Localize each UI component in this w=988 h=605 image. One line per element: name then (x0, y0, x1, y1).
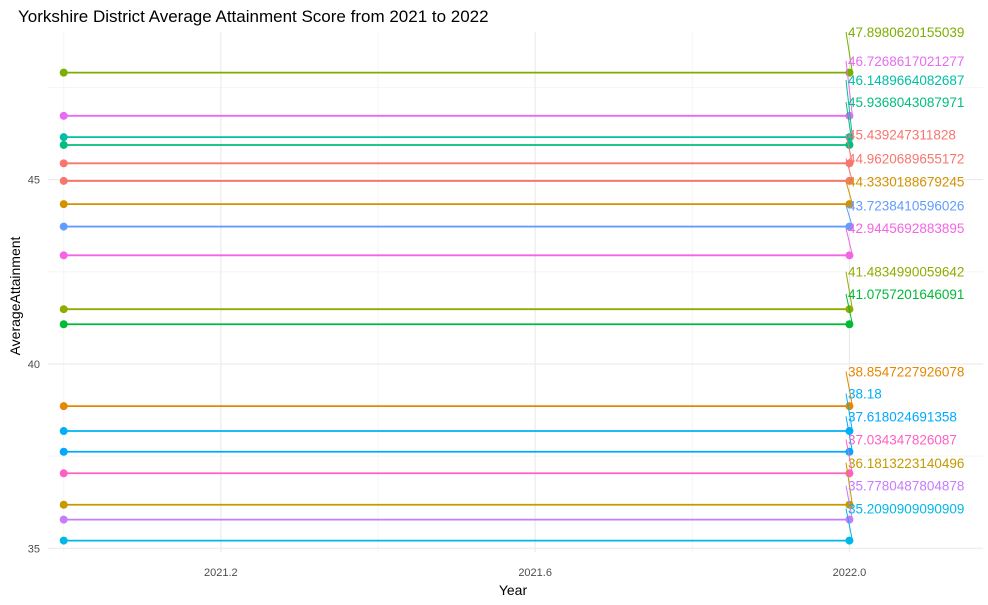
x-axis-ticks: 2021.2 2021.6 2022.0 (204, 567, 866, 579)
value-label: 41.0757201646091 (848, 287, 964, 302)
data-point (59, 320, 68, 329)
data-point (59, 427, 68, 436)
series-layer (59, 68, 854, 545)
data-point (59, 133, 68, 142)
data-point (59, 402, 68, 411)
data-point (845, 536, 854, 545)
data-point (59, 159, 68, 168)
label-connector (845, 393, 853, 432)
label-connector (845, 462, 853, 505)
value-label: 45.439247311828 (848, 128, 956, 143)
y-tick-label: 35 (28, 543, 40, 555)
value-label: 43.7238410596026 (848, 198, 964, 213)
y-axis-title: AverageAttainment (7, 236, 23, 355)
label-connector (845, 485, 853, 520)
x-tick-label: 2021.2 (204, 567, 238, 579)
data-point (59, 140, 68, 149)
value-label: 36.1813223140496 (848, 456, 964, 471)
value-label: 47.8980620155039 (848, 25, 964, 40)
value-label: 44.9620689655172 (848, 151, 964, 166)
data-point (845, 159, 854, 168)
data-point (59, 200, 68, 209)
data-point (59, 500, 68, 509)
label-connector (845, 158, 853, 182)
label-connector (845, 205, 853, 227)
x-tick-label: 2021.6 (518, 567, 552, 579)
data-point (59, 251, 68, 260)
value-label: 45.9368043087971 (848, 95, 964, 110)
data-point (59, 222, 68, 231)
label-connector (845, 228, 853, 256)
data-point (59, 68, 68, 77)
value-label: 35.7780487804878 (848, 479, 964, 494)
label-connector (845, 508, 853, 541)
value-label: 37.618024691358 (848, 409, 957, 424)
label-connector (845, 371, 853, 407)
label-connector (845, 416, 853, 452)
data-point (59, 305, 68, 314)
value-labels: 47.8980620155039 46.7268617021277 46.14896… (845, 25, 964, 541)
y-axis-ticks: 35 40 45 (28, 175, 40, 556)
data-point (59, 536, 68, 545)
label-connector (845, 181, 853, 205)
y-tick-label: 45 (28, 175, 40, 187)
label-connector (845, 31, 853, 73)
value-label: 46.1489664082687 (848, 73, 964, 88)
y-tick-label: 40 (28, 359, 40, 371)
data-point (845, 447, 854, 456)
label-connector (845, 101, 853, 146)
value-label: 38.8547227926078 (848, 364, 964, 379)
value-label: 38.18 (848, 386, 882, 401)
value-label: 37.034347826087 (848, 433, 957, 448)
data-point (59, 111, 68, 120)
label-connector (845, 60, 853, 116)
label-connector (845, 439, 853, 474)
x-tick-label: 2022.0 (833, 567, 867, 579)
value-label: 46.7268617021277 (848, 54, 964, 69)
data-point (845, 427, 854, 436)
data-point (59, 469, 68, 478)
data-point (845, 251, 854, 260)
chart-title: Yorkshire District Average Attainment Sc… (18, 7, 489, 26)
data-point (59, 515, 68, 524)
data-point (845, 320, 854, 329)
x-axis-title: Year (499, 582, 528, 598)
value-label: 42.9445692883895 (848, 221, 964, 236)
label-connector (845, 271, 853, 310)
value-label: 41.4834990059642 (848, 265, 964, 280)
label-connector (845, 293, 853, 325)
data-point (59, 176, 68, 185)
value-label: 44.3330188679245 (848, 174, 964, 189)
label-connector (845, 134, 853, 164)
value-label: 35.2090909090909 (848, 501, 964, 516)
label-connector (845, 79, 853, 138)
data-point (59, 447, 68, 456)
minor-gridlines (48, 32, 983, 552)
